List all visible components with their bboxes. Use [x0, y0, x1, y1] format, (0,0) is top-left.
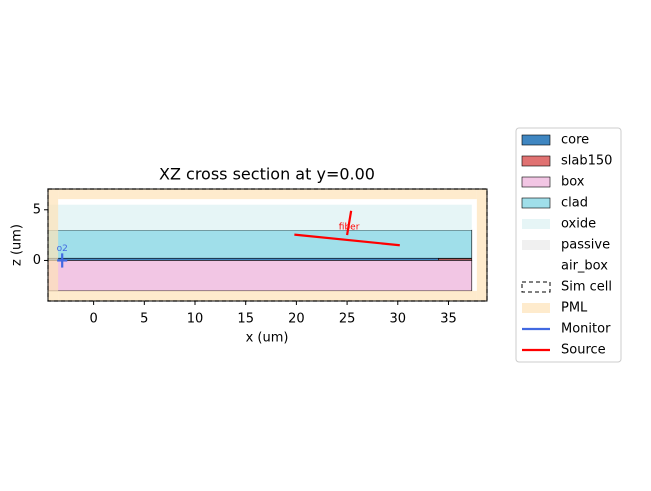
x-tick-label: 20	[288, 312, 305, 327]
x-tick-label: 30	[390, 312, 407, 327]
chart-title: XZ cross section at y=0.00	[159, 165, 375, 184]
legend-label: oxide	[561, 217, 596, 232]
region	[48, 260, 473, 292]
legend-swatch	[521, 176, 551, 188]
region	[476, 189, 487, 301]
legend-label: air_box	[561, 259, 608, 274]
axes-frame	[47, 188, 488, 302]
region	[58, 189, 477, 200]
y-tick-label: 0	[33, 253, 41, 268]
plot-area	[48, 189, 487, 301]
x-tick-label: 35	[440, 312, 457, 327]
region	[48, 189, 59, 301]
legend-swatch	[521, 281, 551, 293]
legend-swatch	[522, 240, 550, 250]
legend-label: Monitor	[561, 322, 611, 337]
x-tick-label: 10	[187, 312, 204, 327]
region	[48, 204, 472, 231]
region	[58, 290, 477, 301]
legend-swatch	[521, 197, 551, 209]
y-axis-label: z (um)	[10, 224, 25, 266]
region	[48, 229, 473, 259]
legend-swatch	[521, 155, 551, 167]
x-tick-label: 15	[237, 312, 254, 327]
legend-label: box	[561, 175, 585, 190]
legend-label: Source	[561, 343, 606, 358]
legend-swatch	[521, 134, 551, 146]
legend-swatch	[522, 303, 550, 313]
legend-swatch	[522, 219, 550, 229]
x-axis-label: x (um)	[246, 331, 289, 346]
annotation: fiber	[339, 223, 360, 233]
x-tick-label: 0	[89, 312, 97, 327]
legend-label: clad	[561, 196, 588, 211]
x-tick-label: 25	[339, 312, 356, 327]
legend-label: PML	[561, 301, 588, 316]
y-tick-label: 5	[33, 202, 41, 217]
legend-label: core	[561, 133, 589, 148]
annotation: o2	[57, 244, 68, 254]
x-tick-label: 5	[140, 312, 148, 327]
legend-label: slab150	[561, 154, 612, 169]
legend-label: passive	[561, 238, 610, 253]
line	[346, 210, 353, 236]
region	[48, 257, 439, 261]
legend-label: Sim cell	[561, 280, 612, 295]
line	[294, 233, 400, 247]
